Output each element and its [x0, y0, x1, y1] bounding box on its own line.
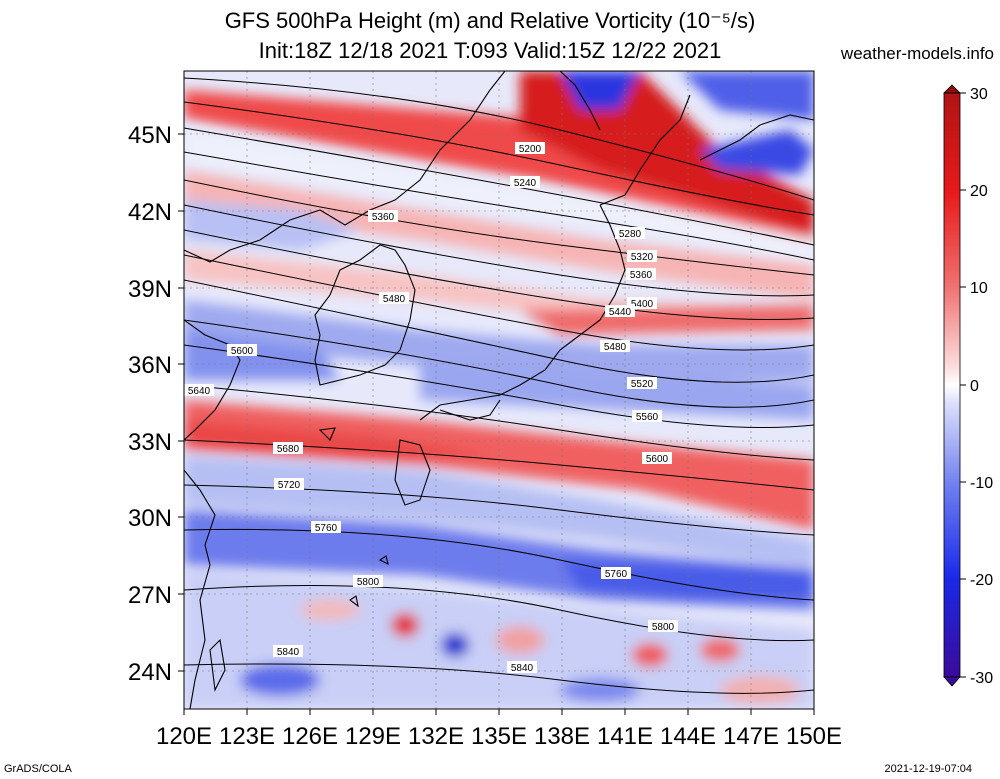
contour-label: 5840 [273, 645, 303, 658]
contour-label: 5600 [227, 344, 257, 357]
chart-subtitle: Init:18Z 12/18 2021 T:093 Valid:15Z 12/2… [258, 38, 722, 63]
svg-text:5560: 5560 [636, 412, 659, 423]
contour-label: 5600 [642, 452, 672, 465]
svg-text:5400: 5400 [631, 299, 654, 310]
colorbar-label: 30 [970, 86, 988, 103]
contour-label: 5200 [515, 142, 545, 155]
svg-text:5840: 5840 [511, 663, 534, 674]
vorticity-field: 5200 5240 5280 5320 5360 5400 5440 5480 … [184, 71, 814, 709]
contour-label: 5560 [632, 410, 662, 423]
colorbar-label: -30 [970, 670, 993, 687]
svg-text:5600: 5600 [231, 346, 254, 357]
contour-label: 5480 [379, 292, 409, 305]
contour-label: 5520 [627, 377, 657, 390]
colorbar-label: -20 [970, 572, 993, 589]
contour-label: 5720 [274, 478, 304, 491]
svg-text:5720: 5720 [278, 480, 301, 491]
footer-credit: GrADS/COLA [4, 763, 72, 775]
contour-label: 5320 [627, 250, 657, 263]
lon-label: 150E [786, 723, 842, 750]
svg-text:5480: 5480 [604, 342, 627, 353]
svg-text:5800: 5800 [652, 622, 675, 633]
svg-text:5440: 5440 [609, 307, 632, 318]
contour-label: 5240 [510, 176, 540, 189]
footer-timestamp: 2021-12-19-07:04 [884, 763, 972, 775]
svg-text:5280: 5280 [619, 229, 642, 240]
contour-label: 5800 [648, 620, 678, 633]
lat-label: 24N [128, 659, 172, 686]
svg-text:5600: 5600 [646, 454, 669, 465]
contour-label: 5280 [615, 227, 645, 240]
lon-label: 135E [471, 723, 527, 750]
colorbar-label: 20 [970, 183, 988, 200]
svg-text:5640: 5640 [188, 386, 211, 397]
lon-label: 147E [723, 723, 779, 750]
lon-label: 126E [282, 723, 338, 750]
contour-label: 5360 [626, 268, 656, 281]
colorbar-label: 10 [970, 280, 988, 297]
colorbar: 30 20 10 0 -10 -20 -30 [943, 84, 993, 687]
svg-text:5840: 5840 [277, 647, 300, 658]
lon-label: 120E [156, 723, 212, 750]
lat-label: 39N [128, 276, 172, 303]
svg-text:5760: 5760 [315, 523, 338, 534]
lon-label: 129E [345, 723, 401, 750]
coastlines [184, 71, 814, 709]
lat-label: 27N [128, 582, 172, 609]
lat-label: 42N [128, 199, 172, 226]
site-label: weather-models.info [840, 44, 994, 63]
lat-label: 33N [128, 429, 172, 456]
contour-label: 5760 [601, 567, 631, 580]
lon-label: 138E [534, 723, 590, 750]
contour-label: 5480 [600, 340, 630, 353]
contour-label: 5840 [507, 661, 537, 674]
contour-label: 5360 [368, 210, 398, 223]
lon-label: 123E [219, 723, 275, 750]
svg-text:5800: 5800 [357, 577, 380, 588]
lat-label: 45N [128, 122, 172, 149]
lat-label: 36N [128, 352, 172, 379]
svg-text:5480: 5480 [383, 294, 406, 305]
longitude-axis: 120E 123E 126E 129E 132E 135E 138E 141E … [156, 723, 842, 750]
contour-label: 5800 [353, 575, 383, 588]
lon-label: 132E [408, 723, 464, 750]
contour-labels: 5200 5240 5280 5320 5360 5400 5440 5480 … [184, 142, 678, 674]
svg-text:5240: 5240 [514, 178, 537, 189]
lon-label: 141E [597, 723, 653, 750]
svg-text:5520: 5520 [631, 379, 654, 390]
lat-label: 30N [128, 505, 172, 532]
svg-text:5760: 5760 [605, 569, 628, 580]
colorbar-label: 0 [970, 378, 979, 395]
contour-label: 5680 [273, 442, 303, 455]
svg-text:5360: 5360 [630, 270, 653, 281]
lon-label: 144E [660, 723, 716, 750]
contour-label: 5640 [184, 384, 214, 397]
height-contours [184, 77, 814, 694]
svg-text:5320: 5320 [631, 252, 654, 263]
svg-text:5360: 5360 [372, 212, 395, 223]
contour-label: 5440 [605, 305, 635, 318]
svg-text:5680: 5680 [277, 444, 300, 455]
latitude-axis: 45N 42N 39N 36N 33N 30N 27N 24N [128, 122, 172, 686]
svg-text:5200: 5200 [519, 144, 542, 155]
chart-title: GFS 500hPa Height (m) and Relative Vorti… [224, 8, 756, 33]
colorbar-label: -10 [970, 475, 993, 492]
contour-label: 5760 [311, 521, 341, 534]
